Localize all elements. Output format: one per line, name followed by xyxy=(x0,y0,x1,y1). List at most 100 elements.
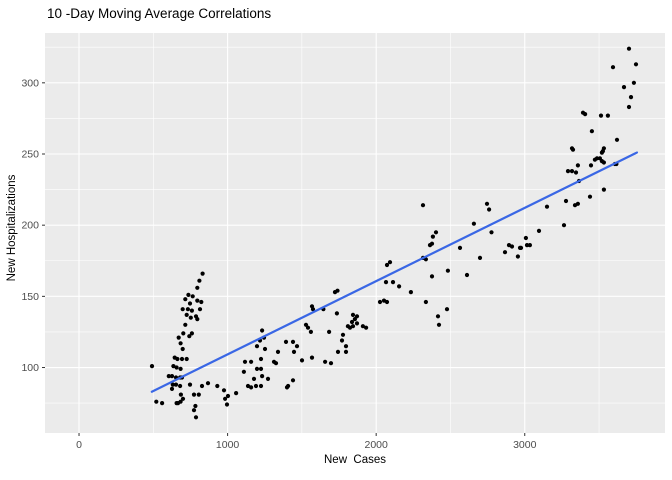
x-tick-label: 0 xyxy=(76,439,82,451)
data-point xyxy=(349,319,355,325)
data-point xyxy=(160,401,165,406)
data-point xyxy=(189,308,194,313)
data-point xyxy=(509,244,515,249)
data-point xyxy=(339,338,345,343)
data-point xyxy=(397,284,402,289)
data-point xyxy=(383,280,389,285)
data-point xyxy=(575,201,581,206)
data-point xyxy=(487,207,492,212)
data-point xyxy=(350,324,356,329)
data-point xyxy=(601,187,607,192)
data-point xyxy=(291,349,297,354)
data-point xyxy=(464,272,470,278)
data-point xyxy=(610,65,616,70)
data-point xyxy=(249,359,254,364)
data-point xyxy=(565,169,571,174)
data-point xyxy=(354,314,360,319)
data-point xyxy=(457,245,463,250)
y-axis-title: New Hospitalizations xyxy=(6,174,18,282)
data-point xyxy=(384,262,390,268)
data-point xyxy=(477,255,483,260)
data-point xyxy=(563,198,569,204)
data-point xyxy=(178,341,183,346)
data-point xyxy=(328,361,334,366)
data-point xyxy=(384,299,390,305)
data-point xyxy=(224,402,230,407)
data-point xyxy=(273,361,279,366)
data-point xyxy=(527,243,533,248)
plot-panel xyxy=(45,33,665,433)
data-point xyxy=(169,374,175,379)
data-point xyxy=(436,322,442,327)
data-point xyxy=(524,243,530,248)
x-tick-label: 1000 xyxy=(216,439,240,451)
data-point xyxy=(187,334,192,339)
data-point xyxy=(583,112,588,117)
y-tick-label: 250 xyxy=(21,148,39,160)
data-point xyxy=(633,62,639,67)
data-point xyxy=(215,383,220,389)
data-point xyxy=(221,388,227,393)
data-point xyxy=(294,344,300,349)
data-point xyxy=(262,346,268,352)
data-point xyxy=(430,234,435,239)
data-point xyxy=(350,312,356,317)
data-point xyxy=(435,314,441,319)
data-point xyxy=(601,160,607,165)
data-point xyxy=(205,381,211,386)
data-point xyxy=(484,201,490,206)
data-point xyxy=(445,268,450,273)
data-point xyxy=(187,382,193,387)
data-point xyxy=(171,364,176,369)
y-tick-label: 200 xyxy=(21,220,39,232)
data-point xyxy=(190,294,195,299)
data-point xyxy=(360,324,365,329)
data-point xyxy=(241,369,246,374)
data-point xyxy=(433,230,439,235)
data-point xyxy=(515,254,521,259)
data-point xyxy=(188,315,193,320)
data-point xyxy=(180,346,185,352)
data-point xyxy=(251,376,257,381)
data-point xyxy=(502,250,508,255)
data-point xyxy=(544,204,550,209)
data-point xyxy=(594,156,600,161)
data-point xyxy=(305,325,311,330)
data-point xyxy=(621,85,627,90)
x-tick-label: 2000 xyxy=(364,439,388,451)
data-point xyxy=(561,223,567,228)
data-point xyxy=(169,386,175,391)
data-point xyxy=(626,46,632,51)
data-point xyxy=(175,356,180,362)
data-point xyxy=(598,113,604,118)
data-point xyxy=(234,391,239,396)
data-point xyxy=(225,393,231,399)
data-point xyxy=(340,332,346,337)
data-point xyxy=(197,307,203,312)
data-point xyxy=(193,403,198,409)
data-point xyxy=(631,80,637,85)
data-point xyxy=(178,383,183,389)
data-point xyxy=(343,349,349,354)
data-point xyxy=(183,322,188,327)
data-point xyxy=(185,307,190,312)
data-point xyxy=(242,359,248,364)
data-point xyxy=(283,339,289,344)
data-point xyxy=(489,230,494,235)
y-tick-label: 150 xyxy=(21,291,39,303)
data-point xyxy=(149,364,155,369)
data-point xyxy=(258,366,264,371)
data-point xyxy=(195,285,200,290)
data-point xyxy=(390,280,396,285)
data-point xyxy=(299,358,305,363)
data-point xyxy=(626,104,632,110)
data-point xyxy=(199,383,205,389)
data-point xyxy=(184,356,189,362)
data-point xyxy=(196,392,201,397)
data-point xyxy=(377,299,383,305)
data-point xyxy=(191,408,197,413)
data-point xyxy=(309,355,315,360)
data-point xyxy=(588,163,594,168)
